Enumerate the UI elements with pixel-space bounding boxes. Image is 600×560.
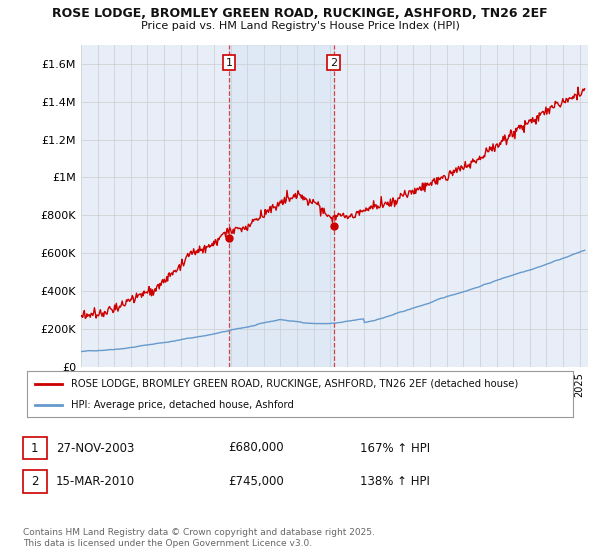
Text: 1: 1 [226, 58, 232, 68]
Text: 15-MAR-2010: 15-MAR-2010 [56, 475, 135, 488]
Bar [229, 45, 334, 367]
Text: ROSE LODGE, BROMLEY GREEN ROAD, RUCKINGE, ASHFORD, TN26 2EF (detached house): ROSE LODGE, BROMLEY GREEN ROAD, RUCKINGE… [71, 379, 518, 389]
Text: 1: 1 [31, 441, 38, 455]
Text: 2: 2 [330, 58, 337, 68]
Text: Contains HM Land Registry data © Crown copyright and database right 2025.
This d: Contains HM Land Registry data © Crown c… [23, 528, 374, 548]
Text: HPI: Average price, detached house, Ashford: HPI: Average price, detached house, Ashf… [71, 400, 293, 410]
Text: Price paid vs. HM Land Registry's House Price Index (HPI): Price paid vs. HM Land Registry's House … [140, 21, 460, 31]
Text: ROSE LODGE, BROMLEY GREEN ROAD, RUCKINGE, ASHFORD, TN26 2EF: ROSE LODGE, BROMLEY GREEN ROAD, RUCKINGE… [52, 7, 548, 20]
Text: 167% ↑ HPI: 167% ↑ HPI [360, 441, 430, 455]
Text: 2: 2 [31, 475, 38, 488]
Text: £680,000: £680,000 [228, 441, 284, 455]
Text: £745,000: £745,000 [228, 475, 284, 488]
Text: 27-NOV-2003: 27-NOV-2003 [56, 441, 134, 455]
Text: 138% ↑ HPI: 138% ↑ HPI [360, 475, 430, 488]
